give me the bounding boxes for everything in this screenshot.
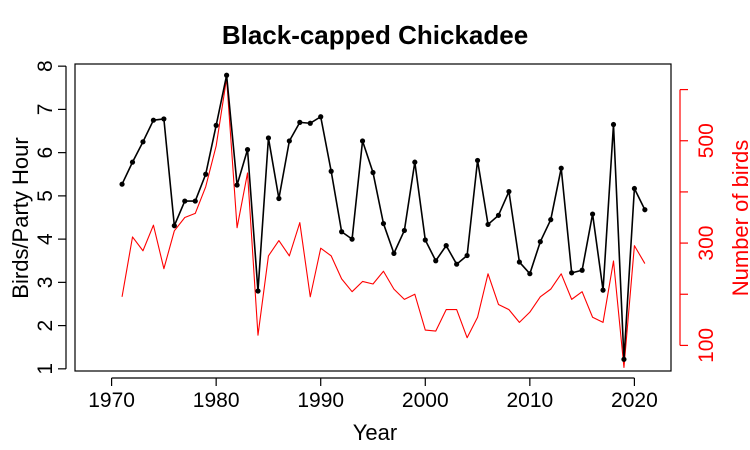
y-tick-label: 5 <box>34 190 57 202</box>
data-point <box>171 223 177 229</box>
right-axis-series-layer <box>121 77 646 368</box>
x-tick-label: 1990 <box>297 389 344 412</box>
data-point <box>642 207 648 213</box>
data-point <box>129 159 136 165</box>
data-point <box>579 267 585 273</box>
plot-frame <box>74 63 672 372</box>
data-point <box>433 258 439 264</box>
y-tick-label: 4 <box>34 233 57 245</box>
data-point <box>401 227 407 234</box>
x-tick-label: 2000 <box>402 389 449 412</box>
data-point <box>119 181 125 187</box>
x-axis-label: Year <box>353 420 397 445</box>
data-point <box>234 182 240 188</box>
data-point <box>265 135 272 141</box>
data-point <box>203 171 209 177</box>
data-point <box>506 188 512 195</box>
y-tick-label: 2 <box>34 320 57 332</box>
data-point <box>255 288 261 294</box>
data-point <box>328 168 334 174</box>
data-point <box>412 159 418 165</box>
data-point <box>213 122 219 128</box>
y2-tick-label: 300 <box>695 226 718 261</box>
data-point <box>339 229 345 235</box>
x-tick-label: 2020 <box>611 389 658 412</box>
data-point <box>380 220 387 227</box>
data-point <box>631 185 638 192</box>
data-point <box>527 271 533 277</box>
left-axis-series-layer <box>119 72 648 362</box>
data-point <box>140 139 146 145</box>
axes-layer: 1970 1980 1990 2000 2010 2020 1 2 3 4 5 6 7 8 100 300 50… <box>34 60 718 412</box>
data-point <box>182 198 188 204</box>
data-point <box>307 120 313 126</box>
y-tick-label: 6 <box>34 147 57 159</box>
data-point <box>391 250 397 256</box>
data-point <box>370 169 376 176</box>
data-point <box>454 261 460 267</box>
data-point <box>589 211 596 217</box>
data-point <box>516 259 522 265</box>
y2-tick-label: 500 <box>695 123 718 158</box>
data-point <box>558 165 564 171</box>
chart-title: Black-capped Chickadee <box>222 20 528 50</box>
data-point <box>548 217 554 223</box>
data-point <box>464 252 470 259</box>
y2-axis-label: Number of birds <box>728 140 750 297</box>
data-point <box>192 198 198 204</box>
data-point <box>150 117 157 123</box>
data-point <box>422 237 428 243</box>
y-tick-label: 7 <box>34 104 57 116</box>
data-point <box>443 243 449 249</box>
data-point <box>224 72 230 78</box>
data-point <box>286 138 292 144</box>
y-tick-label: 3 <box>34 277 57 289</box>
data-point <box>349 236 355 242</box>
x-tick-label: 2010 <box>506 389 553 412</box>
data-point <box>297 119 303 125</box>
data-point <box>495 212 502 218</box>
data-point <box>161 116 167 122</box>
data-point <box>359 138 366 144</box>
data-point <box>244 147 251 153</box>
y-axis-label: Birds/Party Hour <box>8 137 33 298</box>
y-tick-label: 8 <box>34 60 57 72</box>
number-of-birds-line <box>121 77 646 368</box>
data-point <box>318 114 324 120</box>
x-tick-label: 1970 <box>88 389 135 412</box>
y2-tick-label: 100 <box>695 328 718 363</box>
data-point <box>569 270 575 276</box>
data-point <box>474 157 481 164</box>
data-point <box>610 121 617 128</box>
data-point <box>485 221 491 228</box>
birds-per-party-hour-line <box>121 74 646 361</box>
data-point <box>600 287 606 293</box>
data-point <box>621 356 627 362</box>
x-tick-label: 1980 <box>193 389 240 412</box>
data-point <box>537 239 543 245</box>
data-point <box>276 195 282 202</box>
y-tick-label: 1 <box>34 363 57 375</box>
